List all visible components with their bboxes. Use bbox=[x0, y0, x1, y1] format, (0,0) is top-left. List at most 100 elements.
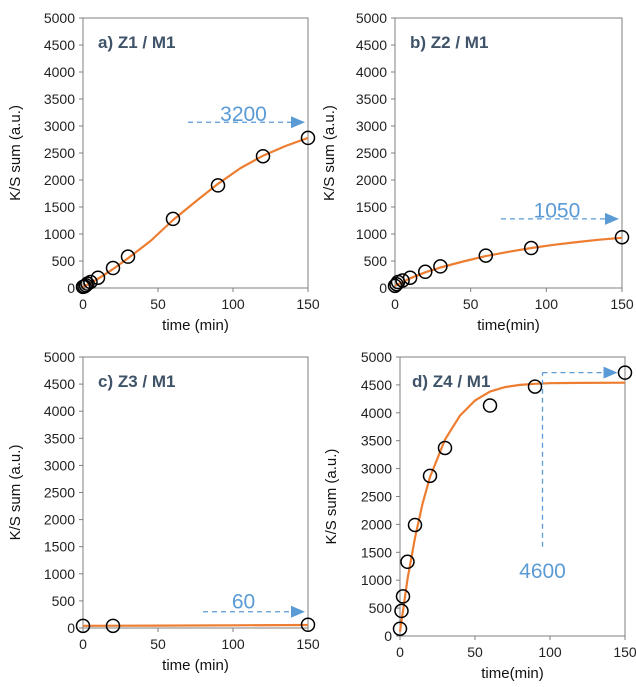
fit-line bbox=[82, 623, 309, 627]
y-tick-label: 4000 bbox=[361, 405, 392, 421]
panel-title: b) Z2 / M1 bbox=[410, 33, 488, 52]
y-tick-label: 4500 bbox=[356, 37, 387, 53]
y-tick-label: 3500 bbox=[361, 433, 392, 449]
data-point bbox=[617, 365, 633, 380]
panel-title: c) Z3 / M1 bbox=[98, 372, 175, 391]
y-tick-label: 3500 bbox=[44, 91, 75, 107]
annotation-arrowhead bbox=[604, 212, 619, 225]
data-point bbox=[300, 617, 316, 632]
x-axis-label: time (min) bbox=[162, 317, 229, 334]
x-tick-label: 150 bbox=[613, 644, 636, 660]
x-tick-label: 100 bbox=[535, 296, 559, 312]
y-tick-label: 1500 bbox=[356, 199, 387, 215]
data-point bbox=[482, 398, 498, 413]
x-tick-label: 100 bbox=[221, 636, 245, 652]
y-axis-label: K/S sum (a.u.) bbox=[7, 105, 24, 201]
y-tick-label: 1500 bbox=[44, 539, 75, 555]
annotation-arrowhead bbox=[291, 116, 305, 129]
data-point bbox=[437, 440, 453, 456]
y-tick-label: 0 bbox=[67, 620, 75, 636]
y-axis-label: K/S sum (a.u.) bbox=[321, 105, 338, 201]
data-point bbox=[394, 603, 409, 619]
plot-area bbox=[82, 356, 309, 629]
data-point bbox=[395, 273, 410, 288]
data-point bbox=[478, 248, 494, 263]
x-tick-label: 50 bbox=[463, 296, 479, 312]
y-tick-label: 500 bbox=[52, 593, 76, 609]
y-tick-label: 3000 bbox=[44, 457, 75, 473]
data-point bbox=[407, 517, 423, 533]
y-tick-label: 5000 bbox=[44, 349, 75, 365]
data-point bbox=[105, 260, 121, 276]
y-tick-label: 4000 bbox=[44, 64, 75, 80]
y-tick-label: 2000 bbox=[44, 172, 75, 188]
fit-line bbox=[394, 236, 623, 287]
y-tick-label: 5000 bbox=[361, 349, 392, 365]
data-point bbox=[165, 211, 181, 227]
y-tick-label: 0 bbox=[384, 628, 392, 644]
panel-d: 0500100015002000250030003500400045005000… bbox=[323, 349, 636, 682]
data-point bbox=[614, 229, 630, 245]
y-tick-label: 3500 bbox=[44, 430, 75, 446]
y-tick-label: 0 bbox=[67, 280, 75, 296]
x-tick-label: 0 bbox=[391, 296, 399, 312]
data-point bbox=[210, 178, 226, 193]
plot-area bbox=[394, 17, 623, 289]
y-tick-label: 5000 bbox=[44, 10, 75, 26]
y-axis-label: K/S sum (a.u.) bbox=[323, 449, 340, 545]
x-tick-label: 0 bbox=[396, 644, 404, 660]
plot-area bbox=[399, 356, 626, 637]
y-tick-label: 3000 bbox=[356, 118, 387, 134]
data-point bbox=[300, 130, 316, 146]
y-tick-label: 1000 bbox=[361, 572, 392, 588]
annotation-arrowhead bbox=[603, 366, 618, 379]
y-tick-label: 2500 bbox=[356, 145, 387, 161]
data-point bbox=[402, 270, 418, 285]
y-tick-label: 4000 bbox=[44, 403, 75, 419]
y-tick-label: 4500 bbox=[361, 377, 392, 393]
annotation-label: 3200 bbox=[220, 103, 267, 126]
fit-line bbox=[82, 136, 309, 288]
y-tick-label: 500 bbox=[369, 600, 393, 616]
data-point bbox=[392, 621, 408, 636]
data-point bbox=[527, 379, 543, 394]
y-tick-label: 1000 bbox=[44, 566, 75, 582]
data-point bbox=[422, 468, 438, 484]
y-tick-label: 4500 bbox=[44, 37, 75, 53]
x-axis-label: time(min) bbox=[481, 665, 544, 682]
data-point bbox=[255, 148, 271, 164]
x-tick-label: 50 bbox=[150, 636, 166, 652]
x-tick-label: 50 bbox=[467, 644, 483, 660]
y-tick-label: 2500 bbox=[361, 489, 392, 505]
x-tick-label: 100 bbox=[221, 296, 245, 312]
y-tick-label: 2500 bbox=[44, 485, 75, 501]
y-tick-label: 0 bbox=[379, 280, 387, 296]
x-tick-label: 150 bbox=[296, 636, 320, 652]
y-tick-label: 4000 bbox=[356, 64, 387, 80]
data-point bbox=[83, 274, 98, 290]
x-tick-label: 0 bbox=[79, 636, 87, 652]
panel-a: 0500100015002000250030003500400045005000… bbox=[7, 10, 320, 334]
y-tick-label: 500 bbox=[364, 253, 388, 269]
panel-title: d) Z4 / M1 bbox=[412, 372, 490, 391]
data-point bbox=[400, 554, 415, 570]
x-tick-label: 100 bbox=[538, 644, 562, 660]
data-point bbox=[120, 249, 136, 264]
annotation-arrowhead bbox=[291, 605, 305, 618]
y-tick-label: 1500 bbox=[44, 199, 75, 215]
data-point bbox=[418, 264, 433, 280]
y-tick-label: 2500 bbox=[44, 145, 75, 161]
y-tick-label: 3500 bbox=[356, 91, 387, 107]
y-tick-label: 1500 bbox=[361, 544, 392, 560]
y-axis-label: K/S sum (a.u.) bbox=[7, 445, 24, 541]
y-tick-label: 2000 bbox=[356, 172, 387, 188]
annotation-label: 60 bbox=[232, 591, 255, 614]
panel-b: 0500100015002000250030003500400045005000… bbox=[321, 10, 634, 334]
y-tick-label: 500 bbox=[52, 253, 76, 269]
x-axis-label: time(min) bbox=[477, 317, 540, 334]
y-tick-label: 4500 bbox=[44, 376, 75, 392]
x-tick-label: 150 bbox=[610, 296, 634, 312]
data-point bbox=[90, 270, 106, 285]
data-point bbox=[75, 618, 91, 634]
